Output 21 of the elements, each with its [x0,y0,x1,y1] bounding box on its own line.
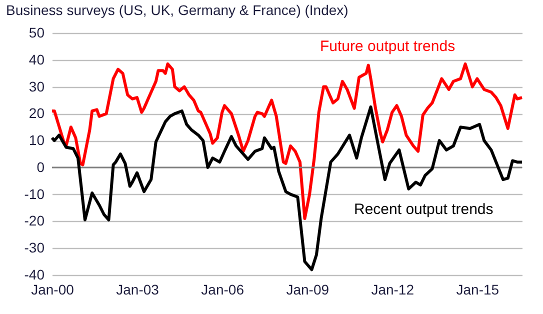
x-tick-label: Jan-03 [116,282,160,298]
chart-title: Business surveys (US, UK, Germany & France) (Index) [6,2,348,18]
y-tick-label: 20 [28,105,45,122]
series-label: Recent output trends [354,201,494,218]
x-tick-label: Jan-15 [456,282,500,298]
line-series [50,62,524,220]
x-tick-label: Jan-06 [201,282,244,298]
x-tick-label: Jan-00 [31,282,74,298]
y-tick-label: -20 [24,212,45,229]
y-tick-label: -10 [24,186,45,202]
series-label: Future output trends [320,38,456,55]
y-tick-label: 10 [28,132,45,148]
x-tick-label: Jan-09 [286,282,330,298]
y-tick-label: 40 [28,51,45,68]
y-tick-label: 0 [36,158,45,175]
y-tick-label: 50 [28,24,45,40]
x-tick-label: Jan-12 [371,282,414,298]
line-series [50,105,524,272]
y-tick-label: -40 [24,266,45,282]
y-tick-label: 30 [28,78,45,94]
y-tick-label: -30 [24,240,45,256]
